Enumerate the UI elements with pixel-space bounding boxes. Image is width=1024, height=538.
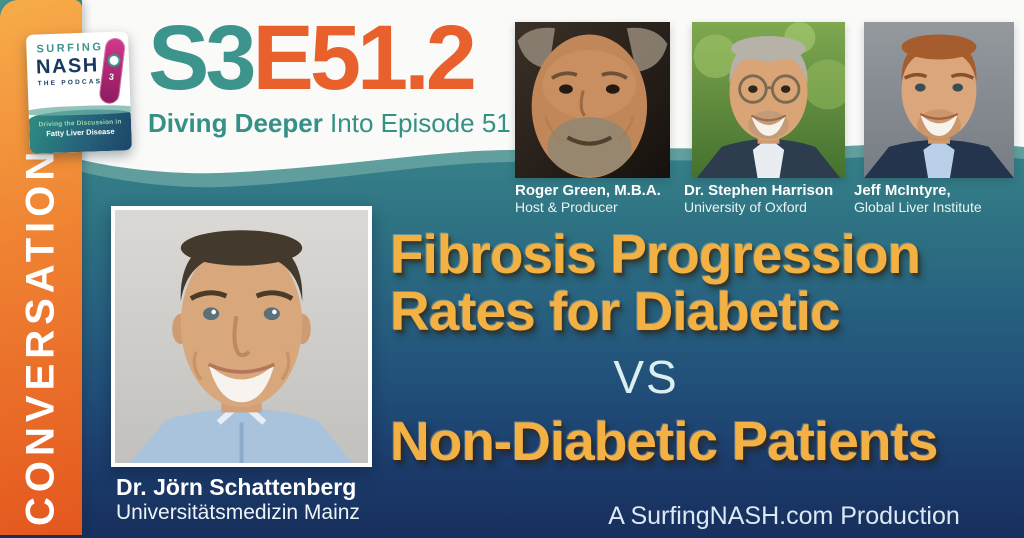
episode-title: Fibrosis Progression Rates for Diabetic … xyxy=(390,223,1022,473)
episode-number: E51.2 xyxy=(252,7,477,109)
guest-name: Jeff McIntyre, xyxy=(854,182,951,199)
photo-jeff-mcintyre xyxy=(864,22,1014,178)
featured-guest-name: Dr. Jörn Schattenberg xyxy=(116,474,357,500)
guest-roger-green: Roger Green, M.B.A. Host & Producer xyxy=(515,22,670,215)
episode-subtitle: Diving Deeper Into Episode 51 xyxy=(148,107,511,139)
podcast-logo-card: SURFING NASH THE PODCAST 3 Driving the D… xyxy=(25,31,133,154)
title-line-2: Rates for Diabetic xyxy=(390,280,841,343)
episode-subtitle-bold: Diving Deeper xyxy=(148,107,323,138)
guest-name: Dr. Stephen Harrison xyxy=(684,182,834,199)
photo-stephen-harrison xyxy=(692,22,845,178)
guest-affiliation: Host & Producer xyxy=(515,198,618,215)
wave-logo-icon xyxy=(106,53,121,68)
guest-stephen-harrison: Dr. Stephen Harrison University of Oxfor… xyxy=(684,22,845,215)
guest-name: Roger Green, M.B.A. xyxy=(515,182,661,199)
photo-joern-schattenberg-frame xyxy=(111,206,372,467)
guest-label: Roger Green, M.B.A. Host & Producer xyxy=(515,182,670,215)
title-line-3: Non-Diabetic Patients xyxy=(390,410,938,473)
guest-label: Jeff McIntyre, Global Liver Institute xyxy=(854,182,1014,215)
episode-header: S3E51.2 Diving Deeper Into Episode 51 xyxy=(148,11,511,139)
title-line-1: Fibrosis Progression xyxy=(390,223,921,285)
logo-tagline: Driving the Discussion in Fatty Liver Di… xyxy=(28,108,133,154)
photo-joern-schattenberg xyxy=(115,210,368,463)
title-vs-separator: VS xyxy=(613,351,679,404)
featured-guest-label: Dr. Jörn Schattenberg Universitätsmedizi… xyxy=(116,474,360,526)
guest-affiliation: University of Oxford xyxy=(684,198,807,215)
photo-roger-green xyxy=(515,22,670,178)
conversation-label: CONVERSATION xyxy=(18,146,63,526)
production-credit: A SurfingNASH.com Production xyxy=(608,502,960,530)
episode-code: S3E51.2 xyxy=(148,11,477,106)
episode-season: S3 xyxy=(148,7,257,109)
guest-affiliation: Global Liver Institute xyxy=(854,198,982,215)
guest-label: Dr. Stephen Harrison University of Oxfor… xyxy=(684,182,845,215)
guest-jeff-mcintyre: Jeff McIntyre, Global Liver Institute xyxy=(854,22,1014,215)
season-number: 3 xyxy=(108,71,115,83)
episode-subtitle-rest: Into Episode 51 xyxy=(322,107,511,138)
featured-guest-affiliation: Universitätsmedizin Mainz xyxy=(116,501,360,525)
